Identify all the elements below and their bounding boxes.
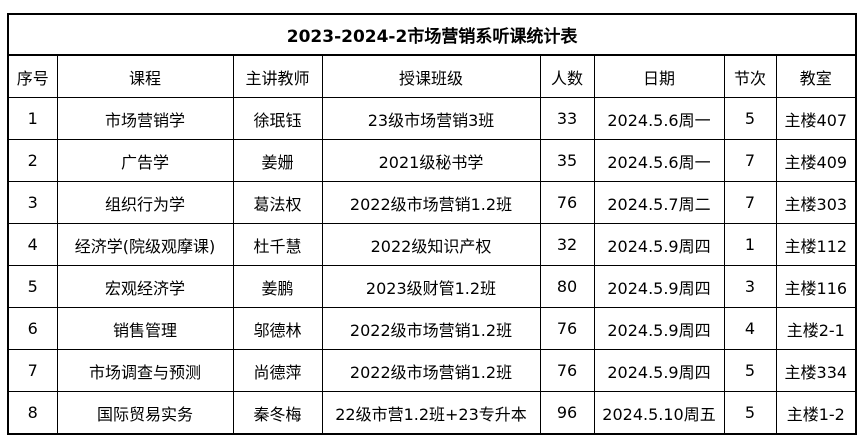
table-row: 1 市场营销学 徐珉钰 23级市场营销3班 33 2024.5.6周一 5 主楼407: [7, 97, 857, 140]
table-cell: 2024.5.9周四: [593, 223, 725, 266]
table-row: 2 广告学 姜姗 2021级秘书学 35 2024.5.6周一 7 主楼409: [7, 139, 857, 182]
column-header-7: 教室: [775, 54, 857, 98]
table-cell: 80: [539, 265, 595, 308]
table-cell: 杜千慧: [232, 223, 323, 266]
table-cell: 组织行为学: [56, 181, 234, 224]
table-cell: 2021级秘书学: [321, 139, 541, 182]
class-observation-stats-table: 2023-2024-2市场营销系听课统计表 序号 课程 主讲教师 授课班级 人数 日期 节次…: [7, 13, 858, 435]
table-cell: 葛法权: [232, 181, 323, 224]
table-cell: 2: [7, 139, 58, 182]
table-body: 1 市场营销学 徐珉钰 23级市场营销3班 33 2024.5.6周一 5 主楼407 2 广告学…: [7, 97, 857, 435]
column-header-6: 节次: [723, 54, 777, 98]
table-cell: 市场调查与预测: [56, 349, 234, 392]
table-cell: 5: [723, 97, 777, 140]
table-row: 3 组织行为学 葛法权 2022级市场营销1.2班 76 2024.5.7周二 7 主楼303: [7, 181, 857, 224]
table-row: 5 宏观经济学 姜鹏 2023级财管1.2班 80 2024.5.9周四 3 主楼116: [7, 265, 857, 308]
table-cell: 2024.5.7周二: [593, 181, 725, 224]
table-cell: 3: [723, 265, 777, 308]
table-cell: 主楼112: [775, 223, 857, 266]
table-row: 8 国际贸易实务 秦冬梅 22级市营1.2班+23专升本 96 2024.5.10周五 5 主…: [7, 391, 857, 435]
column-header-3: 授课班级: [321, 54, 541, 98]
table-cell: 33: [539, 97, 595, 140]
column-header-2: 主讲教师: [232, 54, 323, 98]
table-cell: 徐珉钰: [232, 97, 323, 140]
table-cell: 96: [539, 391, 595, 435]
table-cell: 国际贸易实务: [56, 391, 234, 435]
table-cell: 邬德林: [232, 307, 323, 350]
table-row: 4 经济学(院级观摩课) 杜千慧 2022级知识产权 32 2024.5.9周四 1 主楼11…: [7, 223, 857, 266]
table-cell: 主楼334: [775, 349, 857, 392]
table-cell: 2024.5.6周一: [593, 139, 725, 182]
table-cell: 2022级知识产权: [321, 223, 541, 266]
table-cell: 4: [723, 307, 777, 350]
table-cell: 主楼409: [775, 139, 857, 182]
table-cell: 1: [7, 97, 58, 140]
table-title: 2023-2024-2市场营销系听课统计表: [7, 13, 857, 56]
table-cell: 7: [7, 349, 58, 392]
table-cell: 22级市营1.2班+23专升本: [321, 391, 541, 435]
table-cell: 23级市场营销3班: [321, 97, 541, 140]
table-cell: 35: [539, 139, 595, 182]
table-cell: 32: [539, 223, 595, 266]
table-cell: 76: [539, 307, 595, 350]
table-cell: 2024.5.9周四: [593, 349, 725, 392]
table-cell: 76: [539, 181, 595, 224]
table-cell: 姜姗: [232, 139, 323, 182]
column-header-0: 序号: [7, 54, 58, 98]
table-cell: 2023级财管1.2班: [321, 265, 541, 308]
table-cell: 1: [723, 223, 777, 266]
table-header-row: 序号 课程 主讲教师 授课班级 人数 日期 节次 教室: [7, 54, 857, 98]
table-cell: 主楼1-2: [775, 391, 857, 435]
table-cell: 2022级市场营销1.2班: [321, 181, 541, 224]
table-row: 6 销售管理 邬德林 2022级市场营销1.2班 76 2024.5.9周四 4 主楼2-1: [7, 307, 857, 350]
table-cell: 2022级市场营销1.2班: [321, 307, 541, 350]
table-cell: 8: [7, 391, 58, 435]
table-cell: 姜鹏: [232, 265, 323, 308]
table-cell: 2024.5.10周五: [593, 391, 725, 435]
table-cell: 秦冬梅: [232, 391, 323, 435]
table-cell: 5: [723, 349, 777, 392]
table-cell: 5: [723, 391, 777, 435]
table-title-row: 2023-2024-2市场营销系听课统计表: [7, 13, 857, 56]
table-cell: 广告学: [56, 139, 234, 182]
table-cell: 2022级市场营销1.2班: [321, 349, 541, 392]
table-cell: 3: [7, 181, 58, 224]
table-cell: 4: [7, 223, 58, 266]
table-cell: 2024.5.9周四: [593, 307, 725, 350]
table-cell: 主楼303: [775, 181, 857, 224]
table-cell: 7: [723, 139, 777, 182]
table-cell: 6: [7, 307, 58, 350]
table-cell: 7: [723, 181, 777, 224]
table-cell: 尚德萍: [232, 349, 323, 392]
table-cell: 市场营销学: [56, 97, 234, 140]
column-header-5: 日期: [593, 54, 725, 98]
column-header-1: 课程: [56, 54, 234, 98]
table-cell: 销售管理: [56, 307, 234, 350]
table-cell: 主楼116: [775, 265, 857, 308]
table-row: 7 市场调查与预测 尚德萍 2022级市场营销1.2班 76 2024.5.9周四 5 主楼3…: [7, 349, 857, 392]
table-cell: 主楼2-1: [775, 307, 857, 350]
table-cell: 经济学(院级观摩课): [56, 223, 234, 266]
table-cell: 2024.5.9周四: [593, 265, 725, 308]
table-cell: 5: [7, 265, 58, 308]
column-header-4: 人数: [539, 54, 595, 98]
table-cell: 主楼407: [775, 97, 857, 140]
table-cell: 宏观经济学: [56, 265, 234, 308]
table-cell: 76: [539, 349, 595, 392]
table-cell: 2024.5.6周一: [593, 97, 725, 140]
